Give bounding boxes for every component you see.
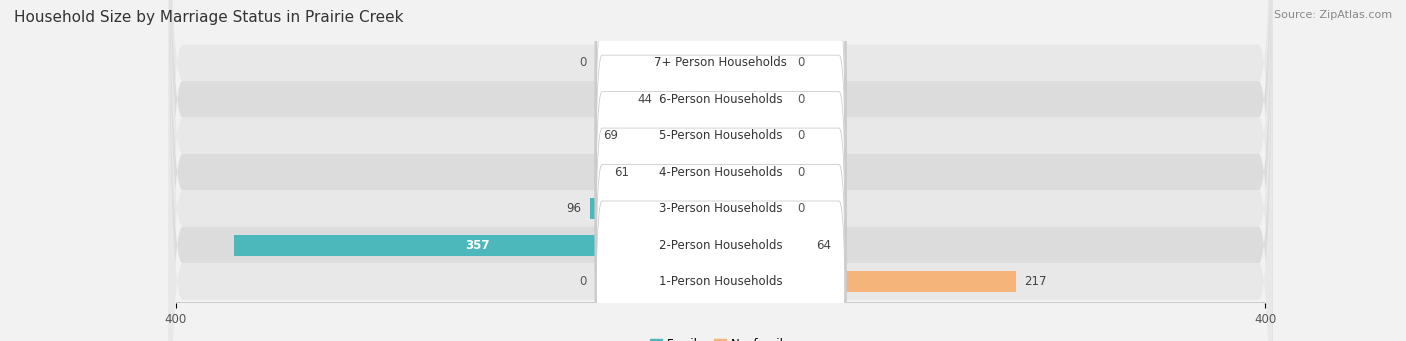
Text: 0: 0 xyxy=(797,56,804,69)
FancyBboxPatch shape xyxy=(595,0,846,201)
Bar xyxy=(721,235,808,256)
FancyBboxPatch shape xyxy=(169,0,1272,341)
Text: 0: 0 xyxy=(797,166,804,179)
Text: 3-Person Households: 3-Person Households xyxy=(659,202,782,215)
Text: Source: ZipAtlas.com: Source: ZipAtlas.com xyxy=(1274,10,1392,20)
Text: Household Size by Marriage Status in Prairie Creek: Household Size by Marriage Status in Pra… xyxy=(14,10,404,25)
FancyBboxPatch shape xyxy=(595,144,846,341)
Bar xyxy=(721,198,789,219)
Text: 44: 44 xyxy=(637,93,652,106)
Text: 217: 217 xyxy=(1025,275,1047,288)
FancyBboxPatch shape xyxy=(169,0,1272,341)
Bar xyxy=(721,162,789,183)
Text: 2-Person Households: 2-Person Households xyxy=(659,239,782,252)
Bar xyxy=(235,235,721,256)
FancyBboxPatch shape xyxy=(169,0,1272,341)
FancyBboxPatch shape xyxy=(595,34,846,237)
Text: 69: 69 xyxy=(603,129,619,142)
Text: 0: 0 xyxy=(579,275,588,288)
Text: 0: 0 xyxy=(797,202,804,215)
Text: 61: 61 xyxy=(614,166,630,179)
Bar xyxy=(721,125,789,146)
FancyBboxPatch shape xyxy=(595,0,846,165)
Text: 357: 357 xyxy=(465,239,489,252)
Text: 64: 64 xyxy=(815,239,831,252)
Bar xyxy=(637,162,721,183)
Text: 0: 0 xyxy=(797,93,804,106)
FancyBboxPatch shape xyxy=(169,0,1272,341)
Text: 96: 96 xyxy=(567,202,582,215)
Bar xyxy=(721,89,789,110)
Legend: Family, Nonfamily: Family, Nonfamily xyxy=(645,333,796,341)
Text: 5-Person Households: 5-Person Households xyxy=(659,129,782,142)
Text: 0: 0 xyxy=(579,56,588,69)
Text: 6-Person Households: 6-Person Households xyxy=(659,93,782,106)
Bar xyxy=(721,271,1017,292)
FancyBboxPatch shape xyxy=(169,0,1272,341)
Text: 0: 0 xyxy=(797,129,804,142)
Text: 4-Person Households: 4-Person Households xyxy=(659,166,782,179)
FancyBboxPatch shape xyxy=(169,0,1272,341)
Text: 7+ Person Households: 7+ Person Households xyxy=(654,56,787,69)
Text: 1-Person Households: 1-Person Households xyxy=(659,275,782,288)
Bar xyxy=(661,89,721,110)
FancyBboxPatch shape xyxy=(595,71,846,274)
Bar xyxy=(721,52,789,73)
FancyBboxPatch shape xyxy=(169,0,1272,341)
Bar xyxy=(591,198,721,219)
FancyBboxPatch shape xyxy=(595,180,846,341)
FancyBboxPatch shape xyxy=(595,107,846,310)
Bar xyxy=(627,125,721,146)
